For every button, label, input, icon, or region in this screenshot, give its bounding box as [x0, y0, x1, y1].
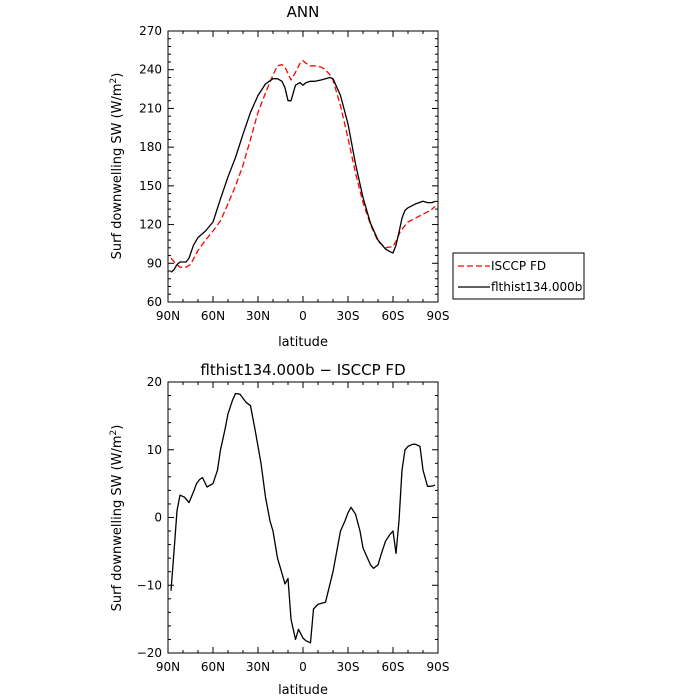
- legend: ISCCP FD flthist134.000b: [452, 252, 585, 300]
- bottom-y-axis-label-end: ): [110, 425, 125, 430]
- bottom-panel-title: flthist134.000b − ISCCP FD: [200, 361, 405, 379]
- isccp-fd-line: [170, 60, 436, 268]
- top-y-axis-label-end: ): [110, 73, 125, 78]
- top-series-lines: [170, 60, 436, 273]
- bottom-panel: flthist134.000b − ISCCP FD 90N 60N 30N 0 30S…: [109, 361, 449, 698]
- x-tick-label: 60S: [382, 660, 405, 674]
- x-tick-label: 90N: [156, 660, 180, 674]
- x-tick-label: 30S: [337, 660, 360, 674]
- y-tick-label: 150: [139, 179, 162, 193]
- top-y-axis-label: Surf downwelling SW (W/m2): [109, 73, 125, 260]
- y-tick-label: 10: [147, 443, 162, 457]
- x-tick-label: 90N: [156, 309, 180, 323]
- bottom-y-axis-label-superscript: 2: [109, 430, 119, 436]
- y-tick-label: 240: [139, 63, 162, 77]
- x-tick-label: 60N: [201, 309, 225, 323]
- top-y-axis-label-superscript: 2: [109, 78, 119, 84]
- top-plot-frame: [167, 30, 439, 303]
- y-tick-label: 210: [139, 101, 162, 115]
- x-tick-label: 90S: [427, 660, 450, 674]
- x-tick-label: 0: [299, 660, 307, 674]
- legend-label-model: flthist134.000b: [491, 280, 582, 294]
- top-panel-title: ANN: [287, 3, 320, 21]
- top-axis-ticks: [167, 30, 439, 303]
- bottom-y-tick-labels: −20 −10 0 10 20: [137, 375, 162, 660]
- y-tick-label: −10: [137, 578, 162, 592]
- x-tick-label: 30N: [246, 309, 270, 323]
- top-x-axis-label: latitude: [278, 335, 328, 350]
- x-tick-label: 30N: [246, 660, 270, 674]
- y-tick-label: −20: [137, 646, 162, 660]
- x-tick-label: 0: [299, 309, 307, 323]
- difference-line: [170, 392, 436, 644]
- bottom-x-tick-labels: 90N 60N 30N 0 30S 60S 90S: [156, 660, 450, 674]
- x-tick-label: 30S: [337, 309, 360, 323]
- legend-box: [452, 252, 585, 300]
- y-tick-label: 180: [139, 140, 162, 154]
- top-y-tick-labels: 60 90 120 150 180 210 240 270: [139, 24, 162, 309]
- top-panel: ANN 90N 60N 30N 0 30S 60S 90S 60 90 120 150 180 210…: [109, 3, 449, 350]
- top-x-tick-labels: 90N 60N 30N 0 30S 60S 90S: [156, 309, 450, 323]
- bottom-y-axis-label: Surf downwelling SW (W/m2): [109, 425, 125, 612]
- y-tick-label: 0: [154, 511, 162, 525]
- bottom-y-axis-label-base: Surf downwelling SW (W/m: [110, 435, 125, 611]
- bottom-plot-frame: [167, 381, 439, 654]
- legend-label-isccp: ISCCP FD: [491, 259, 546, 273]
- x-tick-label: 60S: [382, 309, 405, 323]
- bottom-x-axis-label: latitude: [278, 683, 328, 698]
- bottom-series-lines: [170, 392, 436, 644]
- bottom-axis-ticks: [167, 381, 439, 654]
- y-tick-label: 120: [139, 218, 162, 232]
- y-tick-label: 60: [147, 295, 162, 309]
- y-tick-label: 20: [147, 375, 162, 389]
- y-tick-label: 270: [139, 24, 162, 38]
- y-tick-label: 90: [147, 256, 162, 270]
- x-tick-label: 60N: [201, 660, 225, 674]
- flthist134-000b-line: [170, 76, 436, 273]
- x-tick-label: 90S: [427, 309, 450, 323]
- top-y-axis-label-base: Surf downwelling SW (W/m: [110, 83, 125, 259]
